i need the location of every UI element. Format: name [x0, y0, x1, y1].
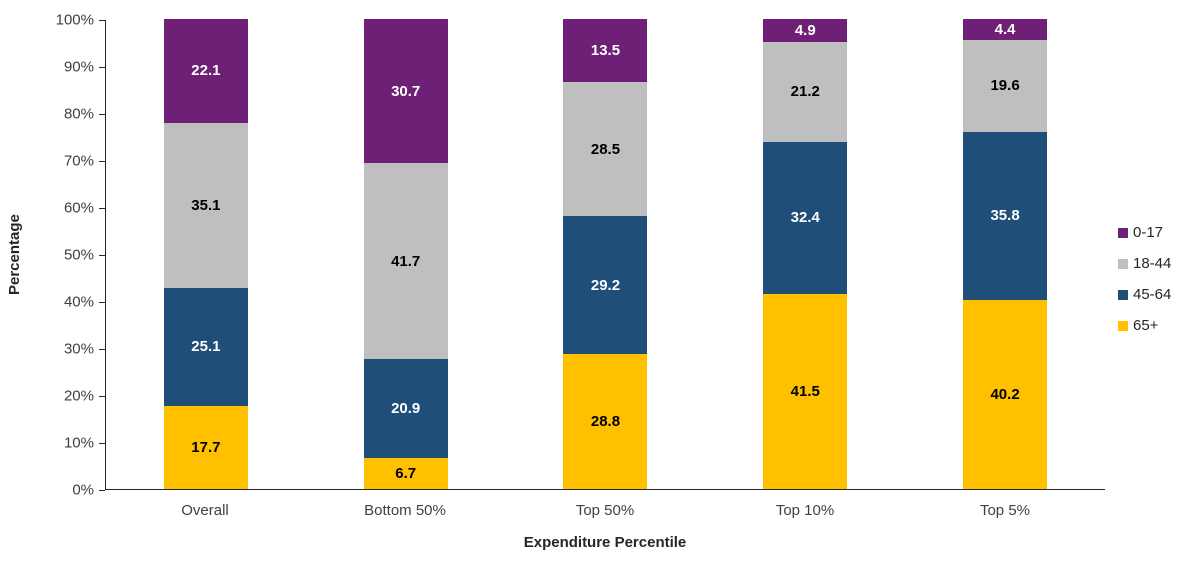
y-axis-tick-mark	[99, 396, 105, 397]
y-axis-tick-label: 30%	[63, 340, 94, 358]
x-axis-category-label: Overall	[181, 502, 229, 519]
bar-segment-65+: 17.7	[163, 405, 248, 489]
y-axis-tick-label: 80%	[63, 105, 94, 123]
y-axis-tick-mark	[99, 114, 105, 115]
bar-segment-45-64: 35.8	[963, 131, 1048, 301]
bar-segment-45-64: 25.1	[163, 287, 248, 406]
legend-item-65+: 65+	[1118, 317, 1171, 334]
x-axis-category-label: Bottom 50%	[364, 502, 446, 519]
legend-label: 18-44	[1133, 255, 1172, 272]
bar-segment-0-17: 4.9	[763, 19, 848, 43]
bar-segment-18-44: 19.6	[963, 39, 1048, 132]
y-axis-tick-label: 100%	[55, 11, 94, 29]
y-axis-tick-mark	[99, 20, 105, 21]
bar-slot: 41.5 32.4 21.2 4.9	[705, 19, 905, 489]
y-axis-tick-label: 70%	[63, 152, 94, 170]
legend-item-18-44: 18-44	[1118, 255, 1171, 272]
y-axis-tick-mark	[99, 490, 105, 491]
bar-slot: 6.7 20.9 41.7 30.7	[306, 19, 506, 489]
y-axis-tick-mark	[99, 208, 105, 209]
bar-segment-0-17: 30.7	[363, 19, 448, 164]
bar-slot: 40.2 35.8 19.6 4.4	[905, 19, 1105, 489]
x-axis-title: Expenditure Percentile	[523, 534, 687, 551]
legend-label: 45-64	[1133, 286, 1172, 303]
legend: 0-17 18-44 45-64 65+	[1118, 224, 1171, 334]
stacked-bar: 40.2 35.8 19.6 4.4	[963, 19, 1048, 489]
stacked-bar: 41.5 32.4 21.2 4.9	[763, 19, 848, 489]
x-axis-category-label: Top 5%	[979, 502, 1031, 519]
legend-swatch-icon	[1118, 258, 1128, 269]
legend-swatch-icon	[1118, 289, 1128, 300]
legend-item-45-64: 45-64	[1118, 286, 1171, 303]
legend-item-0-17: 0-17	[1118, 224, 1171, 241]
y-axis-title: Percentage	[6, 214, 23, 296]
legend-label: 0-17	[1133, 224, 1164, 241]
bar-slot: 28.8 29.2 28.5 13.5	[506, 19, 706, 489]
bar-slot: 17.7 25.1 35.1 22.1	[106, 19, 306, 489]
y-axis-tick-label: 20%	[63, 387, 94, 405]
bar-segment-18-44: 41.7	[363, 163, 448, 360]
bar-segment-0-17: 13.5	[563, 19, 648, 83]
y-axis-tick-label: 60%	[63, 199, 94, 217]
bar-segment-65+: 6.7	[363, 457, 448, 489]
y-axis-tick-label: 50%	[63, 246, 94, 264]
x-axis-category-label: Top 10%	[775, 502, 835, 519]
y-axis-tick-mark	[99, 67, 105, 68]
bar-segment-18-44: 35.1	[163, 122, 248, 288]
y-axis-tick-label: 90%	[63, 58, 94, 76]
bar-segment-45-64: 20.9	[363, 359, 448, 458]
bar-segment-18-44: 21.2	[763, 42, 848, 142]
stacked-bar: 28.8 29.2 28.5 13.5	[563, 19, 648, 489]
y-axis-tick-label: 0%	[72, 481, 94, 499]
bar-segment-65+: 40.2	[963, 300, 1048, 489]
bar-segment-0-17: 4.4	[963, 19, 1048, 40]
bar-segment-0-17: 22.1	[163, 19, 248, 123]
legend-swatch-icon	[1118, 227, 1128, 238]
legend-swatch-icon	[1118, 320, 1128, 331]
y-axis-tick-mark	[99, 443, 105, 444]
y-axis-tick-label: 10%	[63, 434, 94, 452]
bar-segment-65+: 41.5	[763, 293, 848, 489]
y-axis-tick-mark	[99, 302, 105, 303]
bar-segment-65+: 28.8	[563, 353, 648, 489]
bar-segment-18-44: 28.5	[563, 82, 648, 217]
bar-segment-45-64: 32.4	[763, 141, 848, 294]
y-axis-tick-mark	[99, 349, 105, 350]
x-axis-category-label: Top 50%	[575, 502, 635, 519]
legend-label: 65+	[1133, 317, 1159, 334]
y-axis-tick-label: 40%	[63, 293, 94, 311]
stacked-bar: 6.7 20.9 41.7 30.7	[363, 19, 448, 489]
y-axis-tick-mark	[99, 255, 105, 256]
y-axis-tick-mark	[99, 161, 105, 162]
stacked-bar: 17.7 25.1 35.1 22.1	[163, 19, 248, 489]
bar-segment-45-64: 29.2	[563, 216, 648, 354]
plot-area: 17.7 25.1 35.1 22.1 6.7 20.9 41.7 30.7 28.8 29.2 2…	[105, 19, 1105, 490]
